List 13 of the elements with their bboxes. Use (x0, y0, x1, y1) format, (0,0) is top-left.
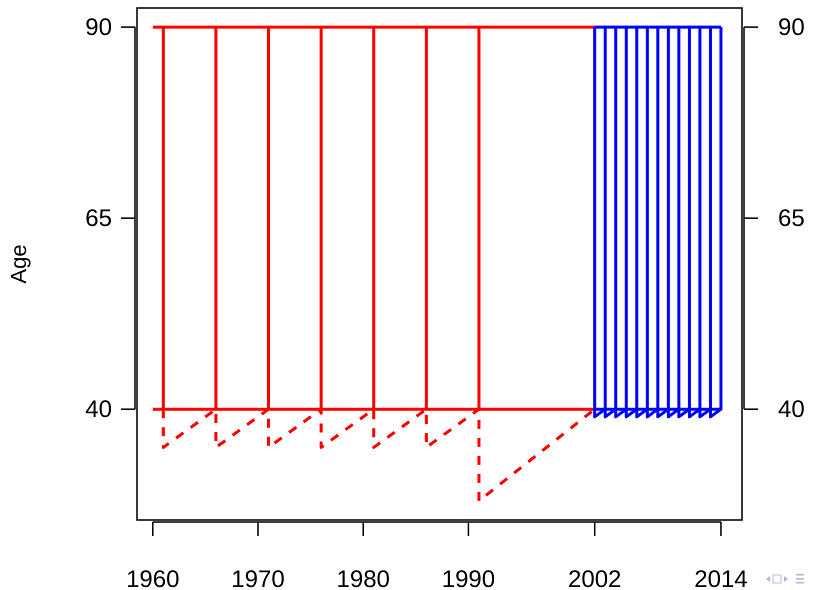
x-tick-label: 2014 (694, 566, 748, 590)
y-tick-label: 40 (85, 396, 112, 424)
y2-tick-label: 90 (778, 14, 805, 42)
y-tick-label: 90 (85, 14, 112, 42)
x-tick-label: 1970 (231, 566, 285, 590)
x-tick-label: 1960 (126, 566, 180, 590)
x-tick-label: 1980 (336, 566, 390, 590)
x-tick-label: 1990 (442, 566, 496, 590)
y2-tick-label: 40 (778, 396, 805, 424)
x-tick-label: 2002 (568, 566, 622, 590)
y2-tick-label: 65 (778, 205, 805, 232)
y-axis-title: Age (6, 244, 31, 284)
y-tick-label: 65 (85, 205, 112, 232)
